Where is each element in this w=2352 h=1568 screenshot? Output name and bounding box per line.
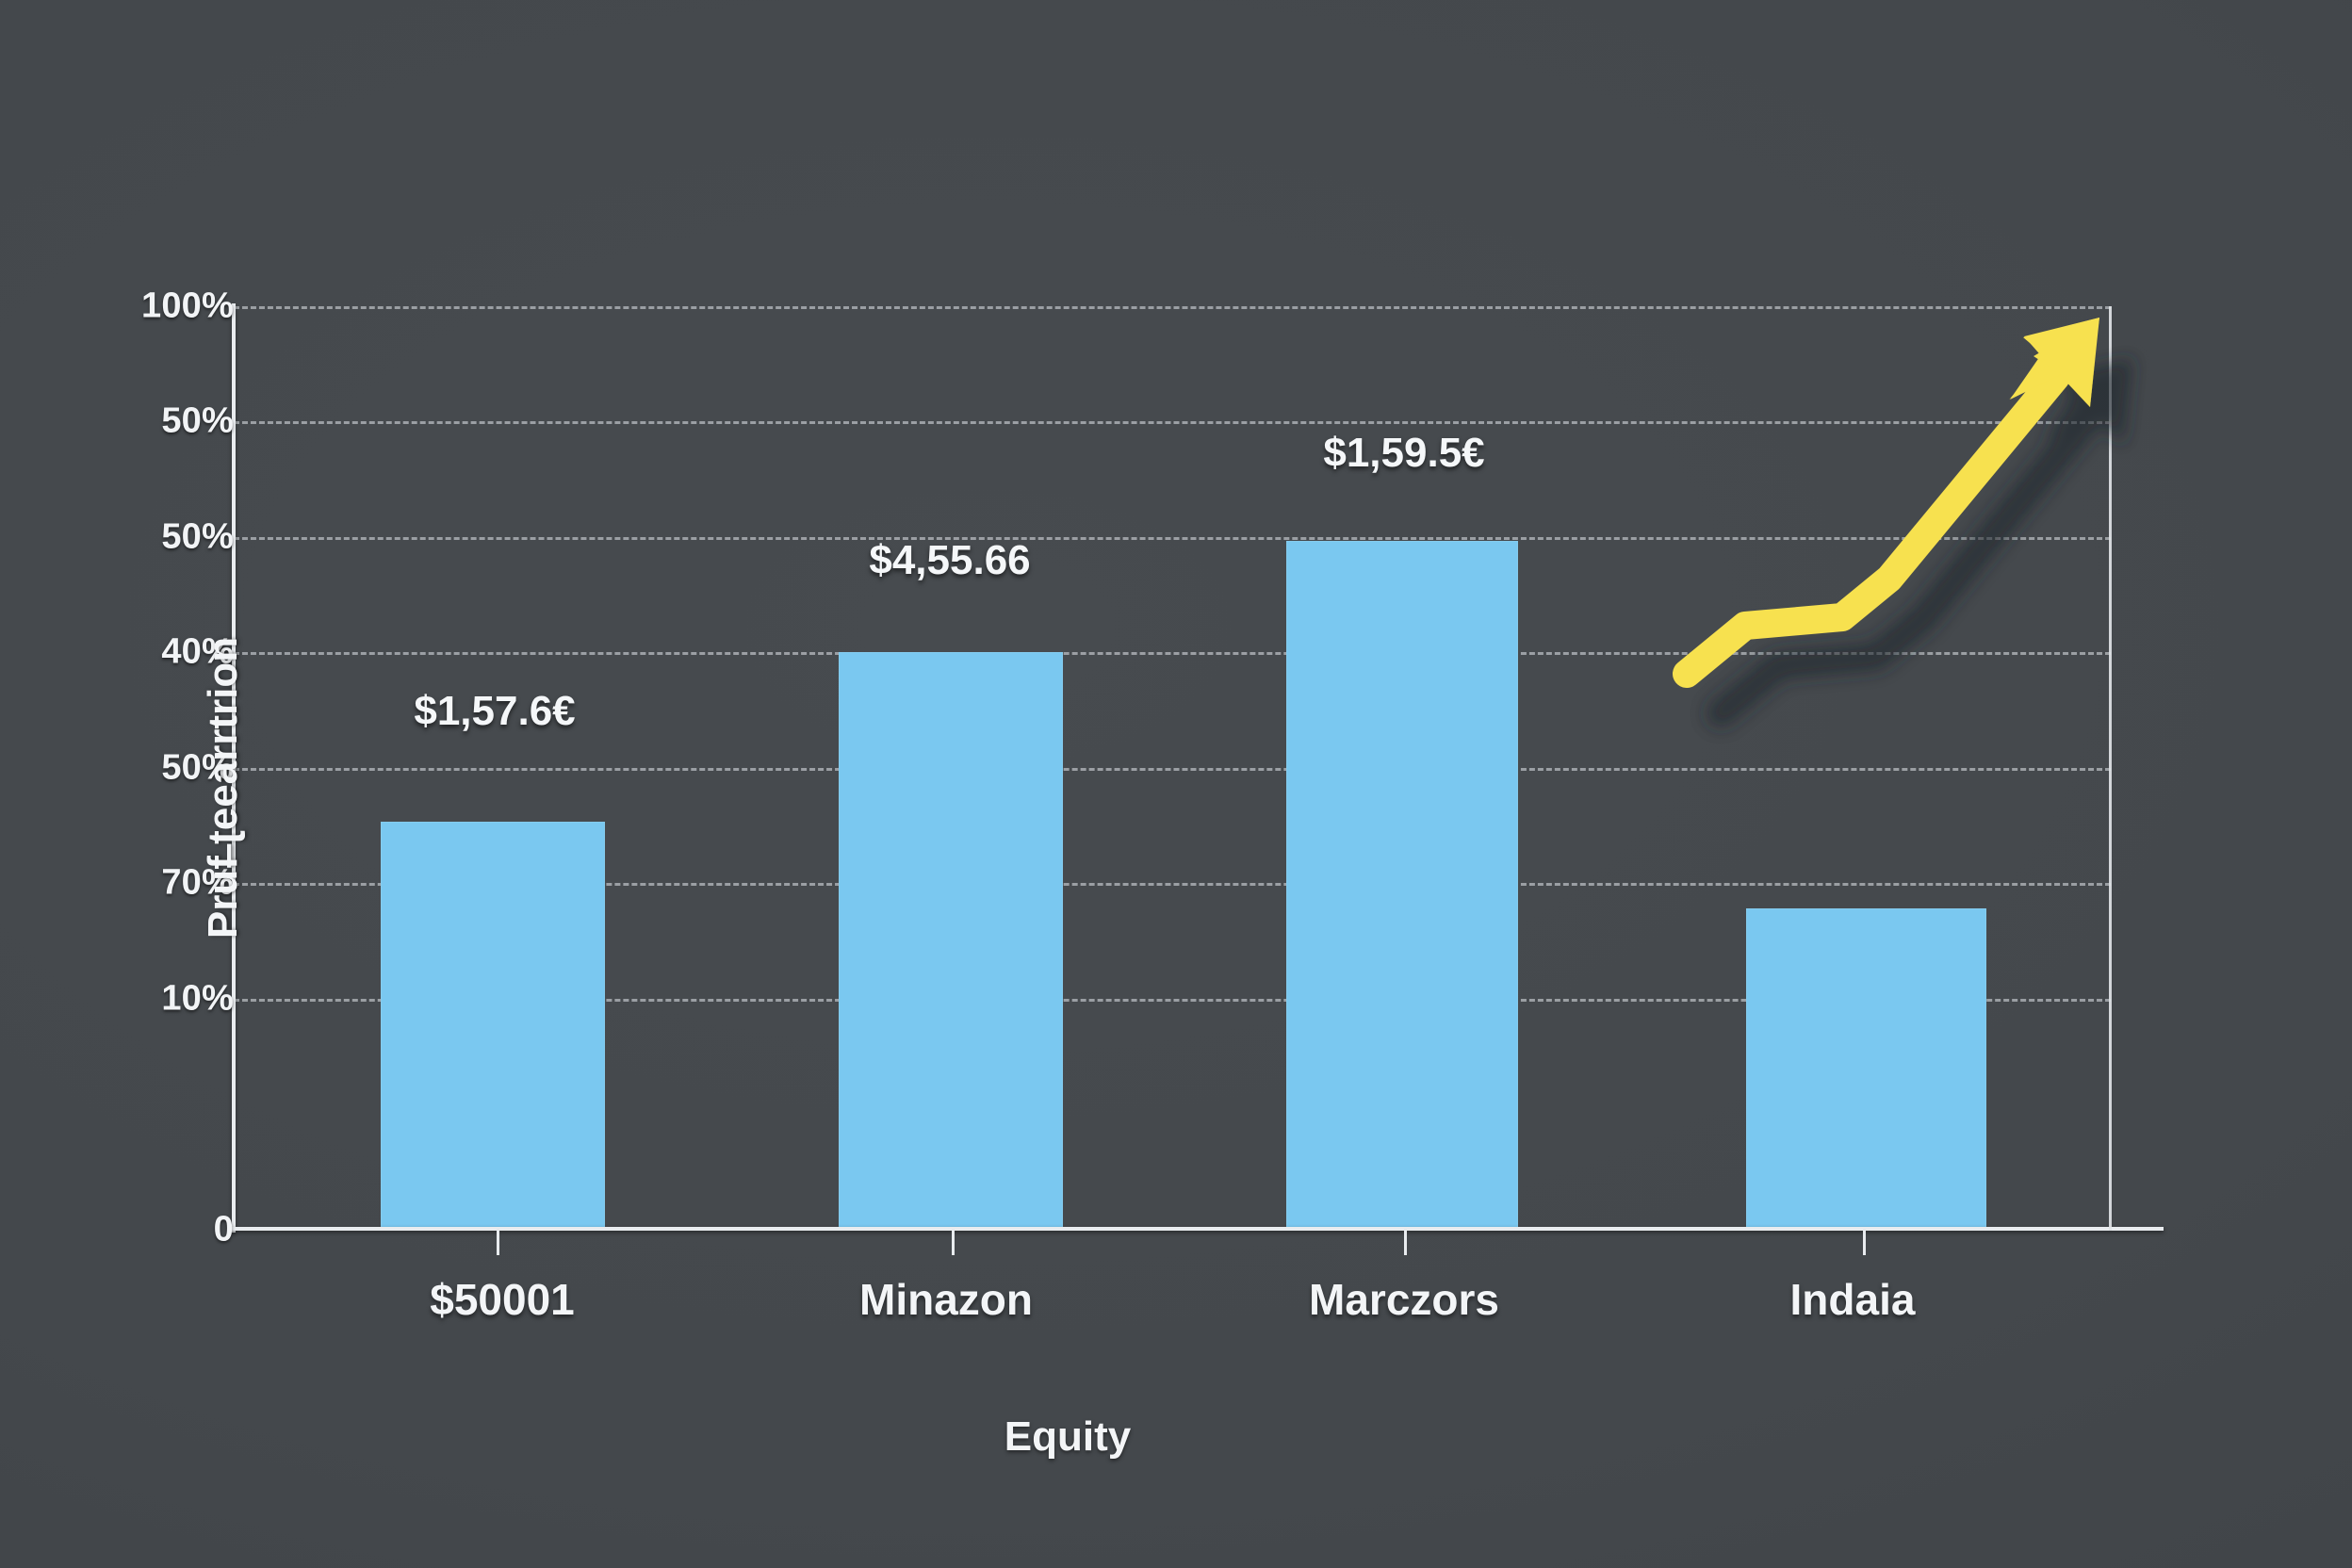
gridline-37 [234,883,2111,886]
gridline-62 [234,652,2111,655]
y-tick-label-3: 40% [161,631,234,672]
bar-indaia[interactable] [1746,908,1986,1230]
x-axis-title-text: Equity [1004,1413,1132,1460]
x-tick-4 [1863,1231,1866,1255]
gridline-75 [234,537,2111,540]
x-axis-line [232,1227,2164,1231]
gridline-100 [234,306,2111,309]
y-tick-label-1: 50% [161,400,234,441]
y-tick-label-2: 50% [161,516,234,557]
y-axis-title: Pruf̶ ʈeearrtrion [200,585,247,990]
y-tick-label-6: 10% [161,978,234,1019]
bar-50001[interactable] [381,822,605,1230]
x-axis-title: Equity [0,1413,2352,1461]
x-category-label-indaia: Indaia [1789,1275,1916,1324]
bar-marczors[interactable] [1286,541,1518,1230]
y-tick-label-0: 100% [141,286,234,326]
y-axis-title-text: Pruf̶ ʈeearrtrion [200,636,246,939]
y-tick-label-4: 50% [161,747,234,788]
x-category-label-marczors: Marczors [1309,1275,1499,1324]
gridline-87 [234,421,2111,424]
gridline-50 [234,768,2111,771]
y-tick-label-5: 70% [161,862,234,903]
right-spine-line [2109,306,2112,1231]
bar-value-label-50001: $1,57.6€ [414,688,576,734]
x-tick-1 [497,1231,499,1255]
x-tick-2 [952,1231,955,1255]
plot-area [234,306,2111,1230]
bar-value-label-marczors: $1,59.5€ [1323,430,1485,476]
bar-value-label-minazon: $4,55.66 [869,537,1031,583]
x-category-label-minazon: Minazon [859,1275,1033,1324]
bar-minazon[interactable] [839,652,1063,1230]
y-tick-label-7: 0 [213,1209,234,1250]
x-tick-3 [1404,1231,1407,1255]
y-axis-line [232,303,236,1233]
x-category-label-50001: $50001 [430,1275,575,1324]
gridline-25 [234,999,2111,1002]
